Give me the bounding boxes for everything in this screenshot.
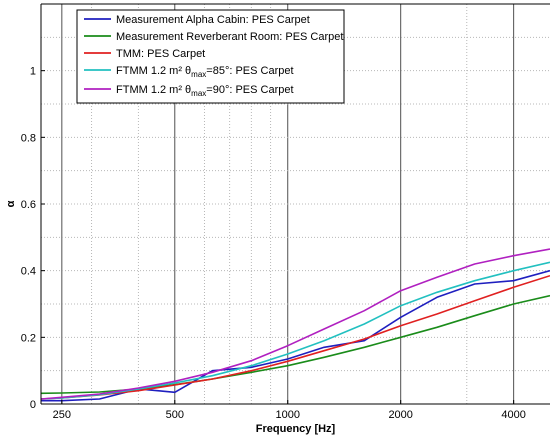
legend-entry-1: Measurement Alpha Cabin: PES Carpet [116, 14, 310, 26]
series-lines [41, 248, 550, 402]
legend-entry-2: Measurement Reverberant Room: PES Carpet [116, 31, 343, 43]
legend-entry-4: FTMM 1.2 m² θmax=85°: PES Carpet [116, 65, 294, 79]
legend-entry-text: Measurement Reverberant Room: PES Carpet [116, 31, 343, 43]
series-line-2 [41, 294, 550, 395]
y-tick-label: 0.8 [21, 132, 36, 144]
y-tick-label: 0 [30, 399, 36, 411]
legend-entry-text: FTMM 1.2 m² θ [116, 65, 191, 77]
legend-entry-text: =85°: PES Carpet [206, 65, 293, 77]
x-tick-label: 4000 [501, 409, 525, 421]
legend-box [76, 9, 345, 104]
legend-entry-text: TMM: PES Carpet [116, 48, 205, 60]
x-tick-label: 250 [53, 409, 71, 421]
y-tick-label: 0.4 [21, 266, 36, 278]
legend-entry-5: FTMM 1.2 m² θmax=90°: PES Carpet [116, 84, 294, 98]
legend-entry-subscript: max [191, 70, 206, 79]
x-tick-label: 500 [166, 409, 184, 421]
legend: Measurement Alpha Cabin: PES Carpet Measu… [76, 9, 345, 104]
legend-entry-text: FTMM 1.2 m² θ [116, 84, 191, 96]
plot-series [41, 248, 550, 402]
y-axis-label: α [5, 200, 17, 207]
legend-entry-text: =90°: PES Carpet [206, 84, 293, 96]
x-axis-label: Frequency [Hz] [256, 423, 336, 435]
x-tick-label: 2000 [388, 409, 412, 421]
tick-labels: 250 500 1000 2000 4000 0 0.2 0.4 0.6 0.8 1 [21, 66, 526, 421]
legend-entry-3: TMM: PES Carpet [116, 48, 205, 60]
legend-entry-subscript: max [191, 89, 206, 98]
y-tick-label: 0.6 [21, 199, 36, 211]
axes [40, 3, 550, 405]
series-line-5 [41, 248, 550, 400]
x-tick-label: 1000 [275, 409, 299, 421]
series-line-1 [41, 269, 550, 402]
y-tick-label: 1 [30, 66, 36, 78]
legend-entry-text: Measurement Alpha Cabin: PES Carpet [116, 14, 310, 26]
y-tick-label: 0.2 [21, 332, 36, 344]
